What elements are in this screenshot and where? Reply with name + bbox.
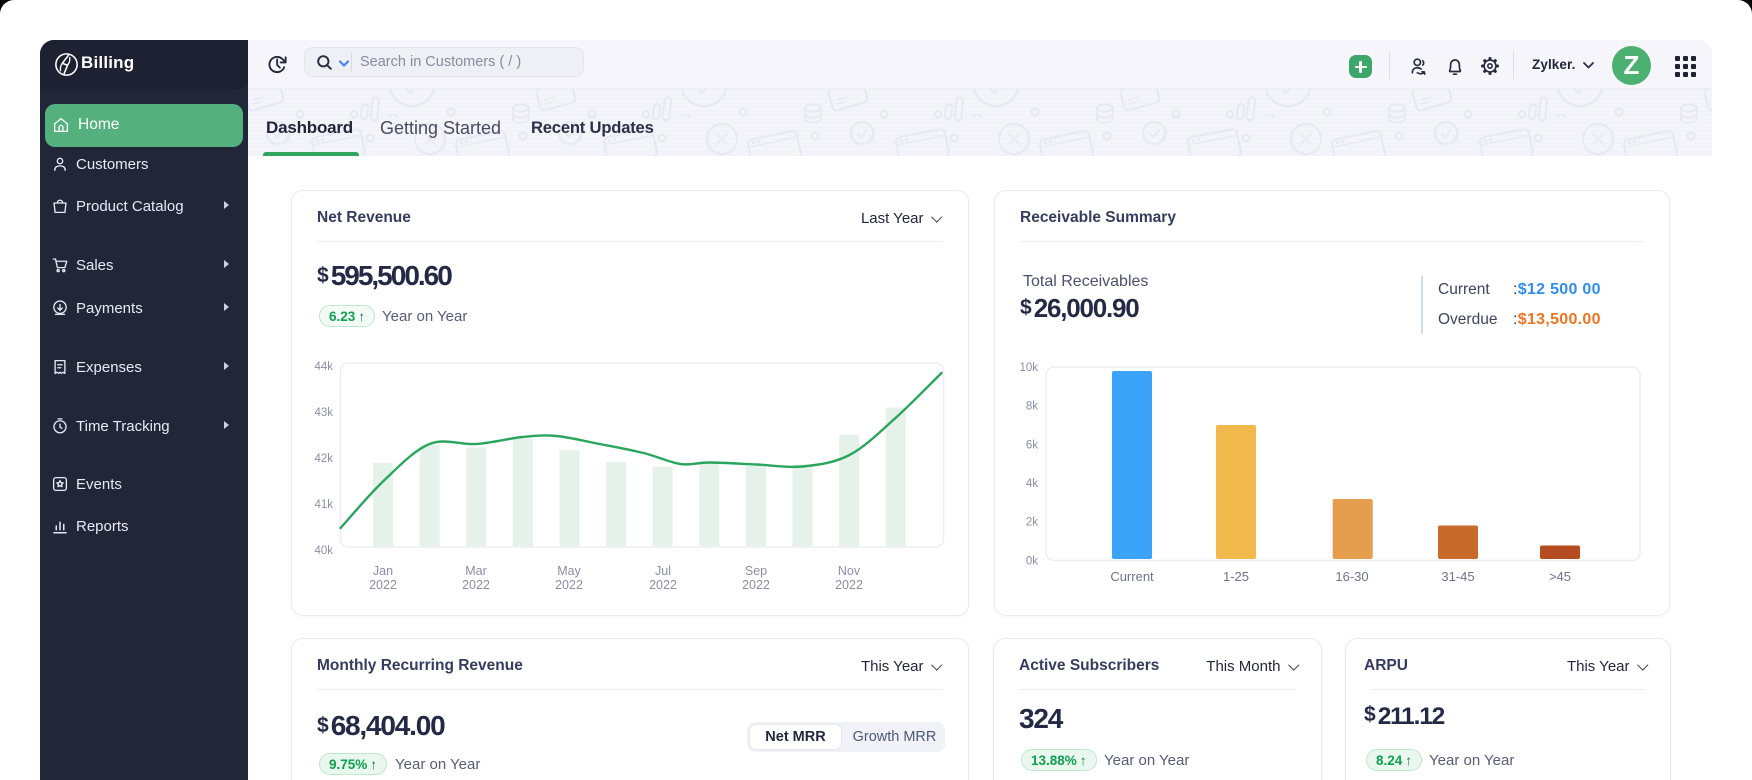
svg-text:2022: 2022 — [555, 578, 583, 592]
svg-text:8k: 8k — [1026, 401, 1038, 413]
svg-text:42k: 42k — [314, 453, 333, 465]
svg-text:43k: 43k — [314, 407, 333, 419]
svg-text:0k: 0k — [1026, 556, 1038, 568]
svg-text:6k: 6k — [1026, 439, 1038, 451]
svg-text:Nov: Nov — [838, 564, 861, 578]
svg-text:>45: >45 — [1549, 569, 1571, 584]
svg-text:2022: 2022 — [835, 578, 863, 592]
svg-text:16-30: 16-30 — [1335, 569, 1368, 584]
svg-text:2022: 2022 — [649, 578, 677, 592]
svg-text:2022: 2022 — [462, 578, 490, 592]
svg-text:Sep: Sep — [745, 564, 767, 578]
svg-text:Jul: Jul — [655, 564, 671, 578]
svg-text:2022: 2022 — [369, 578, 397, 592]
svg-text:May: May — [557, 564, 581, 578]
svg-text:4k: 4k — [1026, 478, 1038, 490]
svg-text:44k: 44k — [314, 361, 333, 373]
svg-text:31-45: 31-45 — [1441, 569, 1474, 584]
svg-text:1-25: 1-25 — [1223, 569, 1249, 584]
svg-text:41k: 41k — [314, 499, 333, 511]
svg-text:2022: 2022 — [742, 578, 770, 592]
svg-text:Mar: Mar — [465, 564, 487, 578]
svg-text:2k: 2k — [1026, 517, 1038, 529]
svg-text:Current: Current — [1110, 569, 1154, 584]
svg-text:10k: 10k — [1019, 362, 1038, 374]
svg-text:Jan: Jan — [373, 564, 393, 578]
svg-text:40k: 40k — [314, 545, 333, 557]
